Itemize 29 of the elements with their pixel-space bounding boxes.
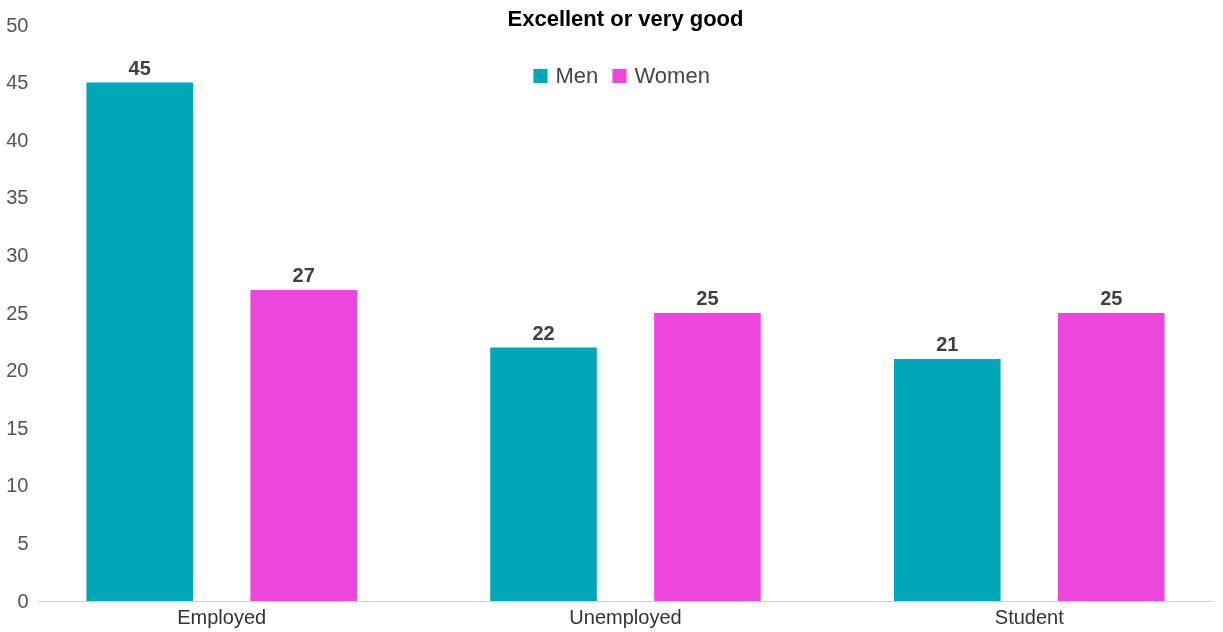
data-label: 45 — [128, 56, 151, 79]
bar — [250, 289, 357, 601]
y-tick-label: 15 — [6, 416, 29, 439]
x-tick-label: Unemployed — [569, 605, 682, 628]
y-tick-label: 50 — [6, 13, 29, 36]
x-tick-label: Student — [994, 605, 1065, 628]
data-label: 25 — [696, 287, 719, 309]
bar — [86, 82, 194, 601]
bar — [654, 313, 761, 601]
y-tick-label: 20 — [6, 359, 29, 382]
y-tick-label: 5 — [17, 531, 29, 554]
data-label: 22 — [532, 321, 555, 344]
y-tick-label: 35 — [6, 186, 29, 209]
legend-label: Men — [555, 63, 599, 88]
y-tick-label: 30 — [6, 243, 29, 266]
data-label: 27 — [292, 263, 315, 286]
legend-label: Women — [634, 63, 710, 88]
bar — [1057, 313, 1165, 601]
x-tick-label: Employed — [177, 605, 267, 628]
bar — [894, 359, 1001, 601]
bar — [490, 347, 597, 601]
data-label: 25 — [1100, 287, 1123, 309]
y-tick-label: 0 — [17, 589, 29, 612]
y-tick-label: 10 — [6, 474, 29, 497]
y-tick-label: 40 — [6, 128, 29, 151]
y-tick-label: 25 — [6, 301, 29, 324]
chart-title: Excellent or very good — [507, 6, 744, 31]
data-label: 21 — [936, 333, 959, 356]
y-tick-label: 45 — [6, 71, 29, 94]
